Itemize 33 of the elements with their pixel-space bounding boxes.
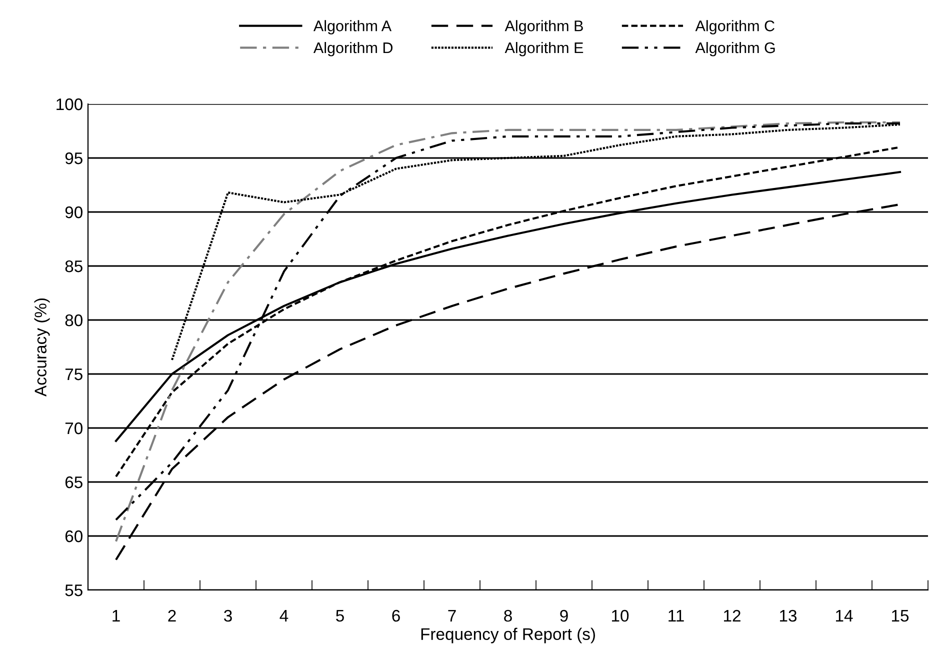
legend-label: Algorithm B bbox=[504, 20, 583, 34]
x-tick-label: 13 bbox=[780, 610, 797, 622]
legend-label: Algorithm G bbox=[695, 42, 775, 56]
y-tick-label: 90 bbox=[65, 206, 82, 218]
x-tick-label: 10 bbox=[612, 610, 629, 622]
y-tick-label: 85 bbox=[65, 260, 82, 272]
x-tick-label: 5 bbox=[336, 610, 344, 622]
x-tick-label: 14 bbox=[836, 610, 853, 622]
x-tick-label: 1 bbox=[112, 610, 120, 622]
x-axis-title: Frequency of Report (s) bbox=[421, 628, 595, 644]
x-tick-label: 12 bbox=[724, 610, 740, 622]
x-tick-label: 6 bbox=[392, 610, 400, 622]
x-tick-label: 9 bbox=[560, 610, 568, 622]
legend-label: Algorithm E bbox=[504, 42, 584, 56]
x-tick-label: 15 bbox=[892, 610, 909, 622]
x-tick-label: 11 bbox=[668, 610, 684, 622]
y-tick-label: 70 bbox=[65, 422, 82, 434]
y-tick-label: 80 bbox=[65, 314, 82, 326]
y-tick-label: 75 bbox=[65, 368, 82, 380]
y-axis-title: Accuracy (%) bbox=[34, 298, 50, 397]
y-tick-label: 65 bbox=[65, 476, 82, 488]
legend-label: Algorithm A bbox=[313, 20, 392, 34]
x-tick-label: 2 bbox=[168, 610, 176, 622]
x-tick-label: 4 bbox=[280, 610, 288, 622]
y-tick-label: 95 bbox=[65, 152, 82, 164]
x-tick-label: 7 bbox=[448, 610, 456, 622]
y-tick-label: 60 bbox=[65, 530, 82, 542]
y-tick-label: 100 bbox=[56, 98, 82, 110]
x-tick-label: 8 bbox=[504, 610, 512, 622]
legend-label: Algorithm C bbox=[695, 20, 774, 34]
legend-label: Algorithm D bbox=[313, 42, 393, 56]
x-tick-label: 3 bbox=[224, 610, 232, 622]
y-tick-label: 55 bbox=[65, 584, 82, 596]
